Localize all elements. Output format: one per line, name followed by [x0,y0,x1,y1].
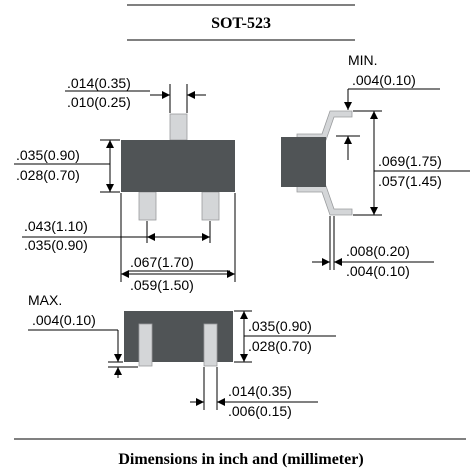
lead-thickness-min-label: .004(0.10) [346,263,410,279]
foot-length-min-label: .006(0.15) [228,403,292,419]
overall-height-min-label: .057(1.45) [378,173,442,189]
foot-length-max-label: .014(0.35) [228,383,292,399]
front-lead-left [138,323,153,367]
top-lead-lower-right [201,191,220,221]
standoff-max-value: .004(0.10) [32,312,96,328]
overall-height-dimension: .069(1.75) .057(1.45) [353,110,470,216]
lead-thickness-dimension: .008(0.20) .004(0.10) [312,216,434,279]
body-width-min-label: .059(1.50) [130,277,194,293]
top-lead-upper [169,113,188,141]
lead-pitch-max-label: .043(1.10) [24,218,88,234]
units-note: Dimensions in inch and (millimeter) [118,451,363,468]
standoff-max-caption: MAX. [28,292,62,308]
standoff-max-dimension: MAX. .004(0.10) [28,292,138,378]
package-title: SOT-523 [211,15,271,32]
lead-offset-min-dimension: MIN. .004(0.10) [336,52,440,160]
lead-width-min-label: .010(0.25) [67,94,131,110]
profile-height-max-label: .035(0.90) [248,318,312,334]
top-view [121,113,235,221]
overall-height-max-label: .069(1.75) [378,153,442,169]
lead-width-dimension: .014(0.35) .010(0.25) [65,75,206,113]
top-lead-lower-left [138,191,157,221]
foot-length-dimension: .014(0.35) .006(0.15) [190,367,318,419]
profile-height-dimension: .035(0.90) .028(0.70) [234,310,336,363]
lead-pitch-dimension: .043(1.10) .035(0.90) [22,218,211,253]
lead-pitch-min-label: .035(0.90) [24,237,88,253]
lead-offset-min-caption: MIN. [348,52,378,68]
body-height-dimension: .035(0.90) .028(0.70) [14,139,120,193]
side-view [281,110,353,216]
lead-width-max-label: .014(0.35) [67,75,131,91]
body-width-dimension: .067(1.70) .059(1.50) [120,193,236,293]
profile-height-min-label: .028(0.70) [248,338,312,354]
side-lead-lower [296,185,353,216]
body-height-max-label: .035(0.90) [16,147,80,163]
lead-offset-min-value: .004(0.10) [352,72,416,88]
side-view-body [281,137,326,187]
lead-thickness-max-label: .008(0.20) [346,243,410,259]
body-height-min-label: .028(0.70) [16,167,80,183]
body-width-max-label: .067(1.70) [130,254,194,270]
front-view [124,311,233,367]
top-view-body [121,140,235,192]
front-lead-right [203,323,218,367]
